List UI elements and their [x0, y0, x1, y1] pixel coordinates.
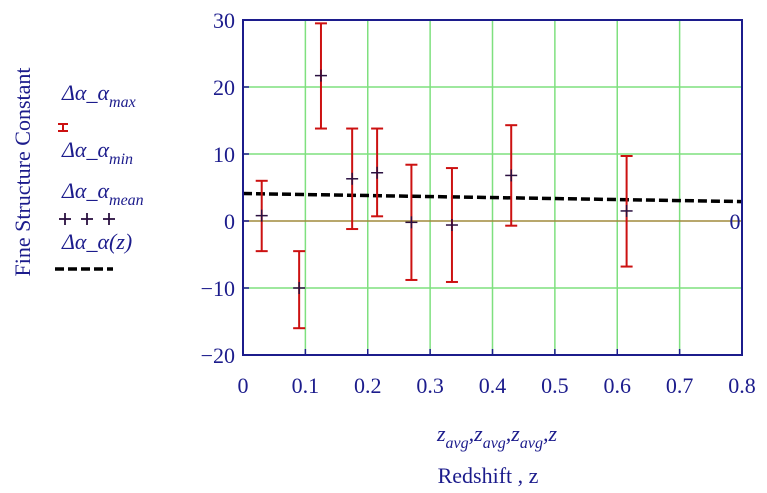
- model-line: [242, 191, 743, 204]
- x-tick-label: 0.7: [666, 373, 694, 398]
- zero-marker-label: 0: [730, 209, 741, 234]
- mean-point: [445, 219, 458, 232]
- grid: [243, 20, 742, 355]
- x-tick-label: 0.5: [541, 373, 569, 398]
- x-axis-label: Redshift , z: [438, 463, 539, 488]
- x-tick-label: 0: [238, 373, 249, 398]
- x-tick-label: 0.3: [416, 373, 444, 398]
- y-axis-label: Fine Structure Constant: [10, 68, 35, 277]
- legend-label: Δα_α(z): [61, 229, 132, 254]
- mean-point: [405, 216, 418, 229]
- legend-item: Δα_αmean: [59, 178, 144, 225]
- legend-swatch-plus: [59, 213, 115, 225]
- legend-swatch-errorbar: [58, 123, 68, 132]
- error-bars: [255, 22, 633, 330]
- x-tick-label: 0.2: [354, 373, 382, 398]
- y-ticks: 30 20 10 0 −10 −20: [201, 8, 249, 368]
- x-tick-label: 0.4: [479, 373, 507, 398]
- x-expression: zavg,zavg,zavg,z: [436, 421, 558, 452]
- mean-points: [255, 69, 633, 294]
- x-tick-label: 0.1: [292, 373, 320, 398]
- x-tick-label: 0.6: [604, 373, 632, 398]
- model-line-group: [242, 191, 743, 204]
- mean-point: [346, 172, 359, 185]
- y-tick-label: 10: [213, 142, 235, 167]
- legend-label: Δα_αmax: [61, 80, 136, 111]
- mean-point: [371, 166, 384, 179]
- mean-point: [255, 209, 268, 222]
- legend-item: Δα_αmax: [58, 80, 136, 132]
- mean-point: [620, 204, 633, 217]
- legend: Δα_αmax Δα_αmin Δα_αmean Δα_α(z): [55, 80, 144, 271]
- x-ticks: 0 0.1 0.2 0.3 0.4 0.5 0.6 0.7 0.8: [238, 349, 756, 398]
- y-tick-label: 0: [224, 209, 235, 234]
- legend-label: Δα_αmin: [61, 137, 133, 168]
- mean-point: [505, 169, 518, 182]
- mean-point: [293, 282, 306, 294]
- y-tick-label: −10: [201, 276, 235, 301]
- legend-item: Δα_α(z): [55, 229, 132, 271]
- y-tick-label: 20: [213, 75, 235, 100]
- mean-point: [314, 69, 327, 82]
- legend-item: Δα_αmin: [61, 137, 133, 168]
- legend-label: Δα_αmean: [61, 178, 144, 209]
- y-tick-label: −20: [201, 343, 235, 368]
- x-tick-label: 0.8: [728, 373, 756, 398]
- y-tick-label: 30: [213, 8, 235, 33]
